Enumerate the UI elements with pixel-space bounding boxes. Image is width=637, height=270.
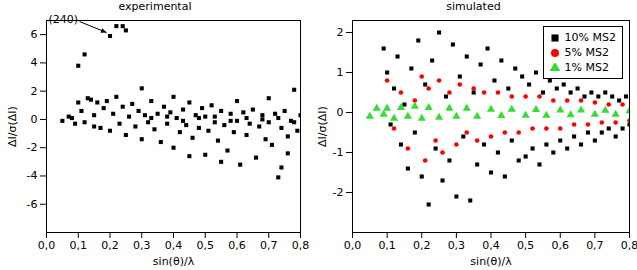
svg-text:0: 0 bbox=[337, 106, 344, 119]
svg-text:2: 2 bbox=[337, 26, 344, 39]
svg-text:0,0: 0,0 bbox=[38, 239, 56, 252]
html-text:experimental: experimental bbox=[118, 0, 192, 13]
svg-text:0: 0 bbox=[31, 113, 38, 126]
svg-text:0,0: 0,0 bbox=[344, 239, 362, 252]
svg-text:0,3: 0,3 bbox=[448, 239, 466, 252]
svg-text:0,4: 0,4 bbox=[165, 239, 183, 252]
svg-text:0,5: 0,5 bbox=[517, 239, 535, 252]
svg-text:0,3: 0,3 bbox=[133, 239, 151, 252]
svg-text:sin(θ)/λ: sin(θ)/λ bbox=[470, 255, 512, 268]
svg-text:-4: -4 bbox=[27, 169, 38, 182]
svg-text:0,2: 0,2 bbox=[413, 239, 431, 252]
svg-text:0,6: 0,6 bbox=[552, 239, 570, 252]
svg-text:0,7: 0,7 bbox=[260, 239, 278, 252]
html-text:10% MS2: 10% MS2 bbox=[564, 31, 616, 44]
html-text:5% MS2: 5% MS2 bbox=[564, 46, 609, 59]
svg-text:0,8: 0,8 bbox=[292, 239, 310, 252]
svg-text:0,8: 0,8 bbox=[621, 239, 637, 252]
svg-text:0,2: 0,2 bbox=[101, 239, 119, 252]
svg-text:0,6: 0,6 bbox=[228, 239, 246, 252]
svg-text:ΔI/σ(ΔI): ΔI/σ(ΔI) bbox=[316, 106, 329, 147]
svg-text:4: 4 bbox=[31, 56, 38, 69]
svg-text:0,4: 0,4 bbox=[482, 239, 500, 252]
svg-text:-2: -2 bbox=[27, 141, 38, 154]
svg-text:-2: -2 bbox=[333, 186, 344, 199]
svg-text:ΔI/σ(ΔI): ΔI/σ(ΔI) bbox=[6, 106, 19, 147]
svg-text:0,1: 0,1 bbox=[378, 239, 396, 252]
svg-text:1: 1 bbox=[337, 66, 344, 79]
svg-text:-6: -6 bbox=[27, 198, 38, 211]
svg-text:sin(θ)/λ: sin(θ)/λ bbox=[153, 255, 195, 268]
svg-text:0,7: 0,7 bbox=[586, 239, 604, 252]
svg-text:-1: -1 bbox=[333, 146, 344, 159]
svg-text:(240): (240) bbox=[48, 14, 78, 26]
svg-text:2: 2 bbox=[31, 85, 38, 98]
svg-text:6: 6 bbox=[31, 28, 38, 41]
html-text:1% MS2: 1% MS2 bbox=[564, 61, 609, 74]
html-text:simulated: simulated bbox=[446, 0, 501, 13]
svg-text:0,5: 0,5 bbox=[197, 239, 215, 252]
svg-text:0,1: 0,1 bbox=[70, 239, 88, 252]
